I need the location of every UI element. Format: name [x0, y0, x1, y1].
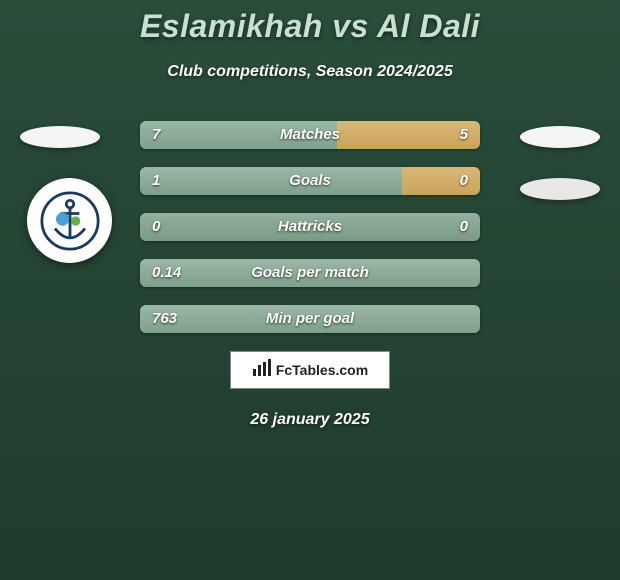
player-right-club-flag	[520, 178, 600, 200]
stat-label: Hattricks	[140, 213, 480, 241]
stat-label: Min per goal	[140, 305, 480, 333]
player-right-flag	[520, 126, 600, 148]
stat-row: 763Min per goal	[140, 305, 480, 333]
stat-row: 0.14Goals per match	[140, 259, 480, 287]
stat-label: Goals per match	[140, 259, 480, 287]
stat-row: 1Goals0	[140, 167, 480, 195]
page-subtitle: Club competitions, Season 2024/2025	[0, 63, 620, 81]
player-left-club-logo	[27, 178, 112, 263]
stat-row: 0Hattricks0	[140, 213, 480, 241]
date-label: 26 january 2025	[0, 411, 620, 429]
player-left-flag	[20, 126, 100, 148]
comparison-card: Eslamikhah vs Al Dali Club competitions,…	[0, 0, 620, 429]
stat-label: Goals	[140, 167, 480, 195]
bar-chart-icon	[252, 359, 272, 382]
brand-badge[interactable]: FcTables.com	[230, 351, 390, 389]
stat-value-right: 0	[460, 213, 468, 241]
page-title: Eslamikhah vs Al Dali	[0, 8, 620, 45]
anchor-club-icon	[40, 191, 100, 251]
stat-label: Matches	[140, 121, 480, 149]
stat-value-right: 5	[460, 121, 468, 149]
brand-text: FcTables.com	[276, 362, 368, 378]
stat-row: 7Matches5	[140, 121, 480, 149]
stats-list: 7Matches51Goals00Hattricks00.14Goals per…	[140, 121, 480, 333]
stat-value-right: 0	[460, 167, 468, 195]
